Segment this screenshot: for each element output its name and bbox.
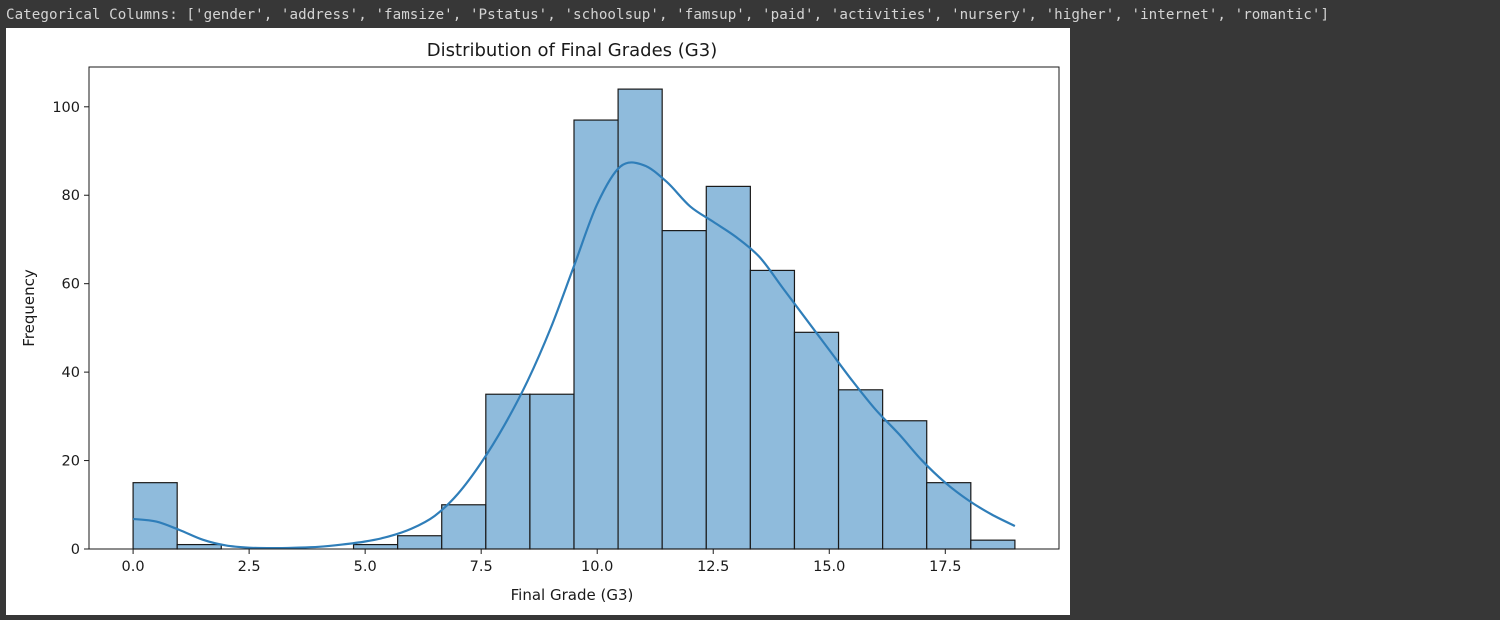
histogram-bar [176,543,222,550]
histogram-bar [970,539,1016,550]
histogram-bar [749,269,796,550]
kde-curve [132,161,1016,550]
histogram-bar [793,331,840,550]
histogram-bar [132,482,178,550]
cell-output-text: Categorical Columns: ['gender', 'address… [6,7,1330,23]
histogram-bar [352,543,399,550]
x-axis: 0.0 2.5 5.0 7.5 10.0 12.5 15.0 17.5 [122,549,961,575]
x-tick-label: 7.5 [470,559,493,575]
x-axis-label: Final Grade (G3) [511,586,634,604]
x-tick-label: 0.0 [122,559,145,575]
chart-title: Distribution of Final Grades (G3) [427,40,717,61]
histogram-bars [132,88,1016,550]
chart-figure: Distribution of Final Grades (G3) 0.0 2.5… [6,28,1070,615]
histogram-bar [573,119,619,550]
histogram-bar [529,393,575,550]
x-tick-label: 2.5 [238,559,261,575]
y-tick-label: 60 [62,277,80,293]
y-tick-label: 0 [71,542,80,558]
histogram-bar [441,504,487,550]
x-tick-label: 10.0 [581,559,613,575]
histogram-bar [661,230,707,550]
plot-frame [88,66,1060,550]
x-tick-label: 5.0 [354,559,377,575]
x-tick-label: 15.0 [813,559,845,575]
x-tick-label: 12.5 [697,559,729,575]
y-axis: 0 20 40 60 80 100 [52,100,89,558]
y-axis-label: Frequency [20,269,38,347]
x-tick-label: 17.5 [929,559,961,575]
y-tick-label: 40 [62,365,80,381]
kde-curve-group [132,161,1016,550]
y-tick-label: 100 [52,100,80,116]
histogram-chart: Distribution of Final Grades (G3) 0.0 2.5… [20,40,1060,604]
histogram-bar [926,482,972,550]
histogram-bar [397,535,443,550]
histogram-bar [705,185,751,550]
y-tick-label: 80 [62,188,80,204]
y-tick-label: 20 [62,454,80,470]
histogram-bar [617,88,663,550]
histogram-bar [837,389,884,550]
